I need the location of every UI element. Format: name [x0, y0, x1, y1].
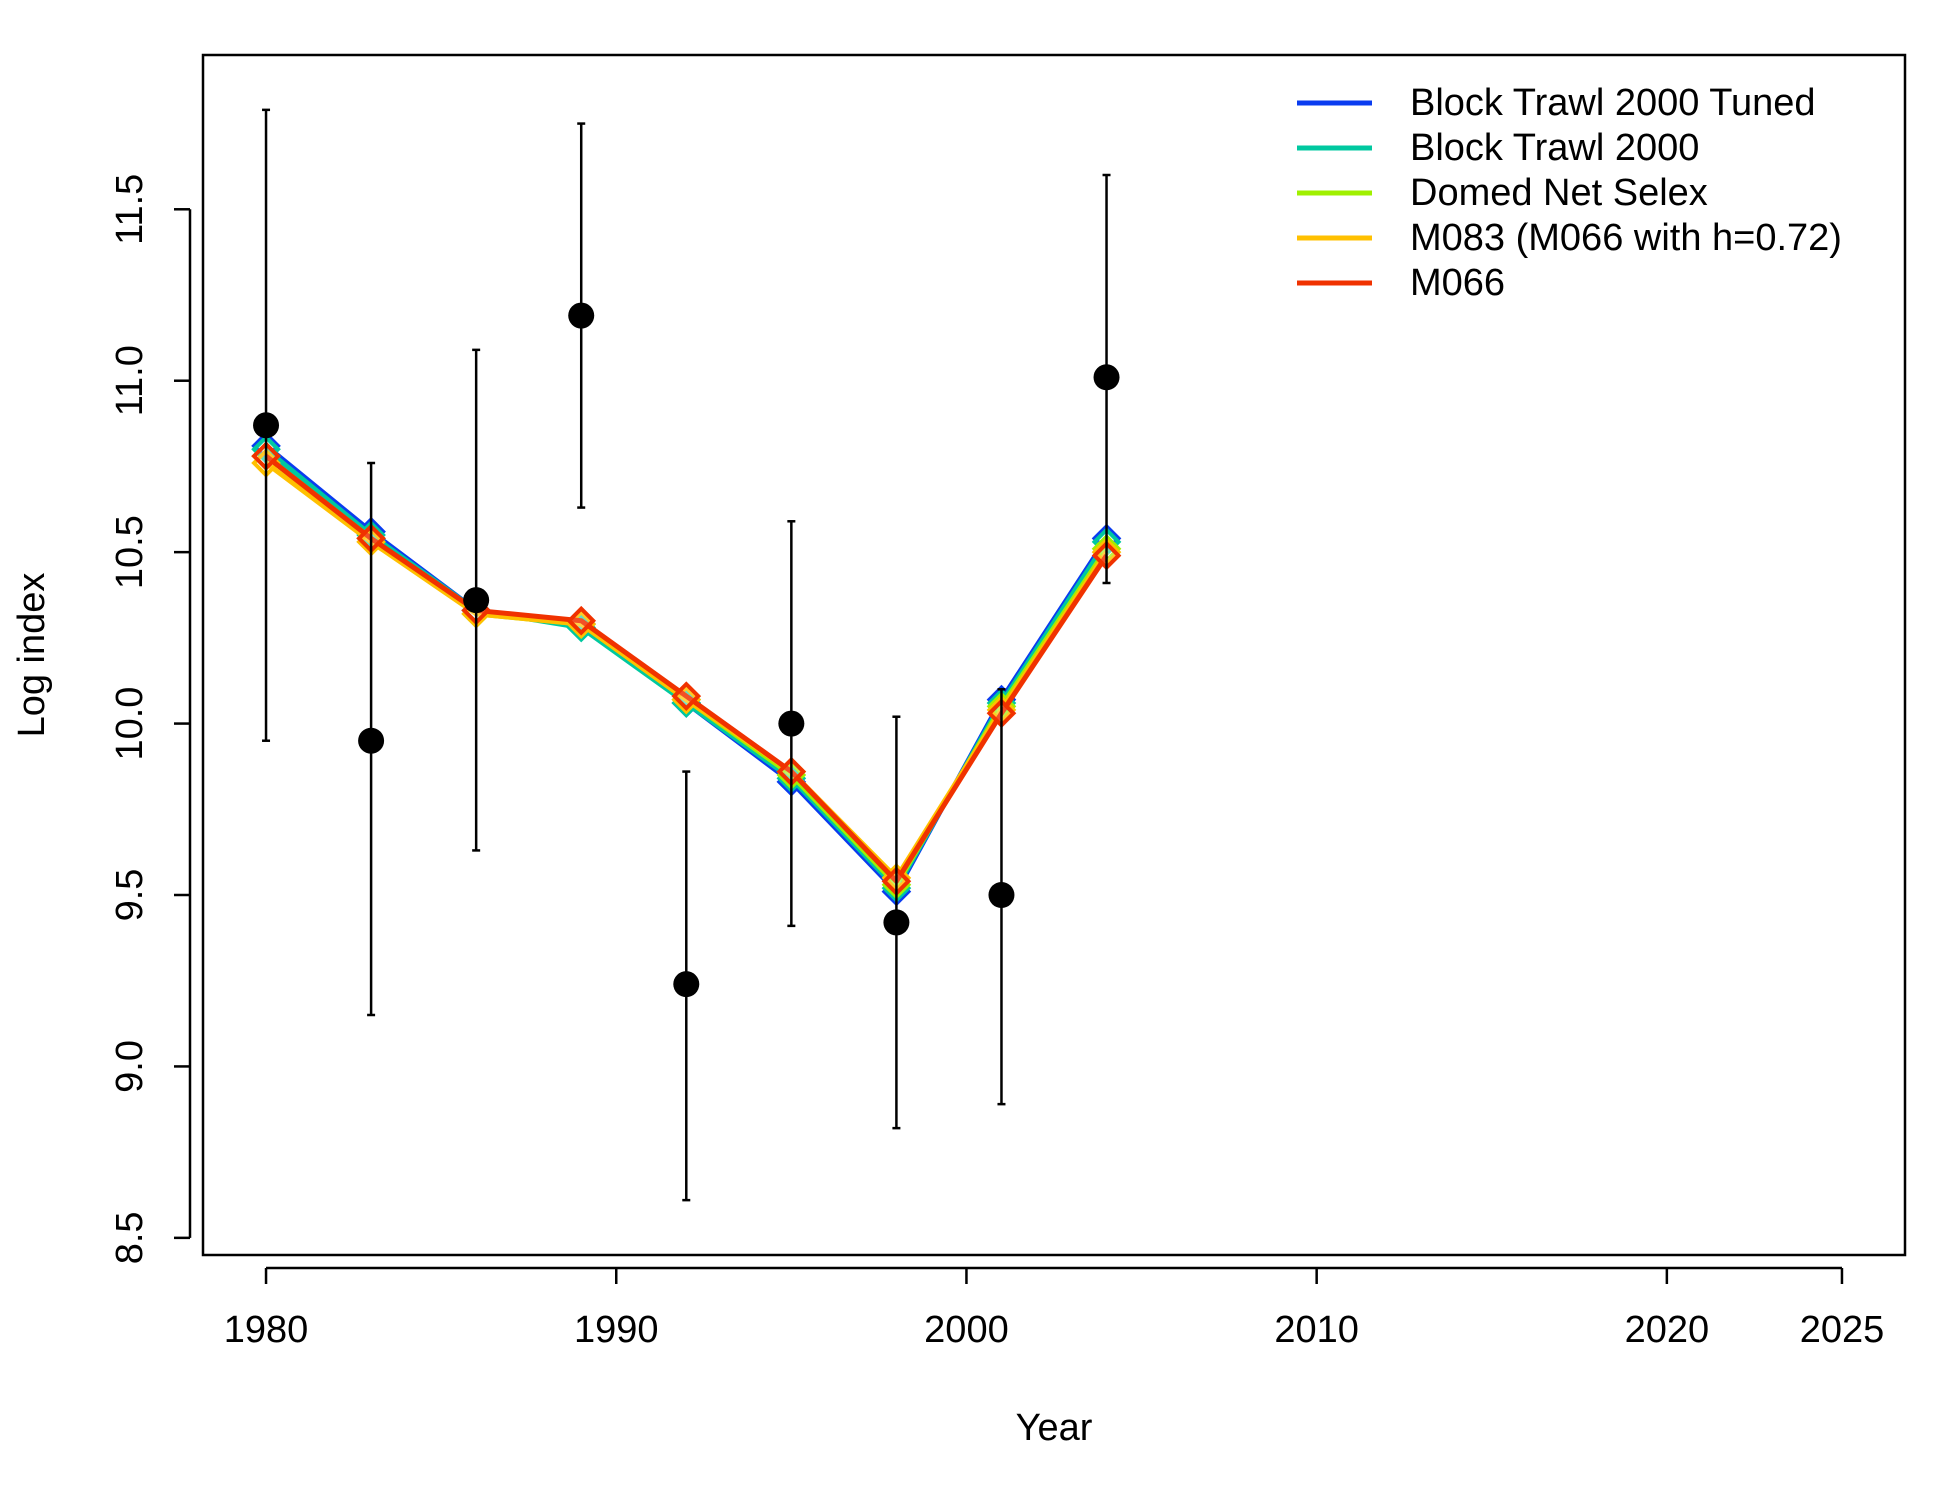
observed-point — [778, 710, 805, 737]
legend-label: M083 (M066 with h=0.72) — [1410, 217, 1842, 259]
x-tick-label: 2020 — [1625, 1309, 1710, 1351]
observed-point — [568, 302, 595, 329]
x-axis-label: Year — [1016, 1407, 1093, 1449]
observed-point — [358, 727, 385, 754]
plot-frame — [201, 53, 1907, 1257]
observed-point — [673, 971, 700, 998]
legend-label: Block Trawl 2000 Tuned — [1410, 82, 1816, 124]
observed-layer — [253, 108, 1120, 1202]
x-tick-label: 1990 — [574, 1309, 659, 1351]
series-line — [264, 454, 1109, 884]
observed-point — [988, 882, 1015, 908]
y-tick-label: 9.0 — [109, 1040, 151, 1093]
y-tick-label: 11.5 — [109, 174, 151, 245]
x-tick-label: 2010 — [1274, 1309, 1359, 1351]
x-tick-label: 2000 — [924, 1309, 1009, 1351]
series-marker — [566, 605, 597, 636]
y-axis: 8.5 9.0 9.5 10.0 10.5 11.0 11.5 — [109, 174, 192, 1264]
y-tick-label: 10.0 — [109, 687, 151, 761]
y-tick-label: 8.5 — [109, 1211, 151, 1264]
observed-point — [253, 412, 280, 439]
y-axis-label: Log index — [11, 573, 53, 738]
x-axis: 1980 1990 2000 2010 2020 2025 — [224, 1266, 1885, 1351]
x-tick-label: 2025 — [1800, 1309, 1885, 1351]
legend-label: M066 — [1410, 262, 1505, 304]
legend-label: Domed Net Selex — [1410, 172, 1708, 214]
legend-label: Block Trawl 2000 — [1410, 127, 1699, 169]
series-marker — [671, 681, 702, 711]
y-tick-label: 10.5 — [109, 515, 151, 589]
observed-point — [883, 909, 910, 936]
x-tick-label: 1980 — [224, 1309, 309, 1351]
observed-point — [1093, 364, 1120, 391]
observed-point — [463, 587, 490, 614]
y-tick-label: 9.5 — [109, 869, 151, 922]
y-tick-label: 11.0 — [109, 345, 151, 416]
